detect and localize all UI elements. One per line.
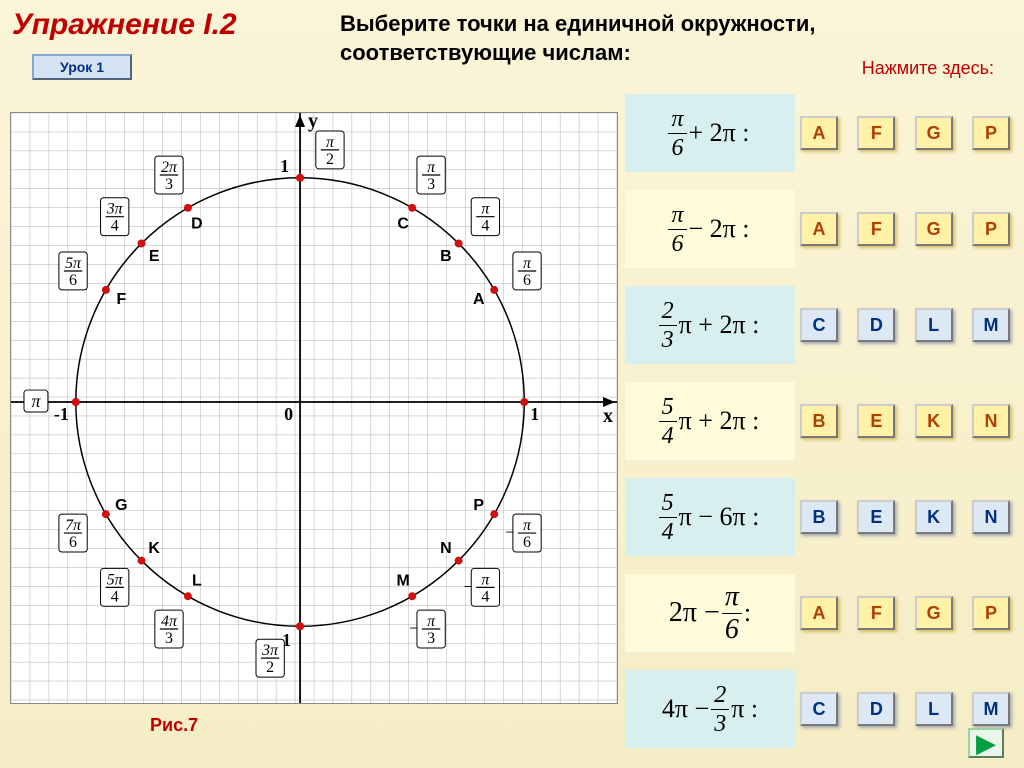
formula-column: π6 + 2π : π6 − 2π : 23π + 2π : 54π + 2π : 54… xyxy=(625,94,795,766)
answer-btn-M[interactable]: M xyxy=(972,692,1010,726)
svg-text:P: P xyxy=(473,497,484,514)
answer-btn-P[interactable]: P xyxy=(972,116,1010,150)
answer-btn-E[interactable]: E xyxy=(857,404,895,438)
svg-text:π: π xyxy=(427,613,436,630)
answer-btn-N[interactable]: N xyxy=(972,500,1010,534)
svg-text:3π: 3π xyxy=(261,642,279,659)
svg-text:A: A xyxy=(473,291,485,308)
button-row-3: BEKN xyxy=(800,382,1010,460)
answer-btn-G[interactable]: G xyxy=(915,596,953,630)
svg-text:3: 3 xyxy=(427,630,435,647)
button-row-4: BEKN xyxy=(800,478,1010,556)
answer-btn-D[interactable]: D xyxy=(857,692,895,726)
svg-text:5π: 5π xyxy=(107,571,124,588)
answer-btn-F[interactable]: F xyxy=(857,212,895,246)
button-row-0: AFGP xyxy=(800,94,1010,172)
svg-text:3: 3 xyxy=(165,176,173,193)
svg-text:6: 6 xyxy=(523,272,531,289)
answer-btn-G[interactable]: G xyxy=(915,116,953,150)
answer-btn-A[interactable]: A xyxy=(800,212,838,246)
svg-text:π: π xyxy=(427,159,436,176)
svg-text:0: 0 xyxy=(284,404,293,424)
svg-text:3π: 3π xyxy=(106,201,124,218)
svg-text:π: π xyxy=(326,134,335,151)
svg-text:F: F xyxy=(117,291,127,308)
svg-text:4: 4 xyxy=(481,218,489,235)
answer-btn-A[interactable]: A xyxy=(800,116,838,150)
svg-text:6: 6 xyxy=(69,272,77,289)
svg-text:4: 4 xyxy=(111,588,119,605)
svg-text:y: y xyxy=(308,112,318,132)
svg-text:L: L xyxy=(192,573,202,590)
svg-text:π: π xyxy=(481,201,490,218)
formula-6: 4π − 23π : xyxy=(625,670,795,748)
answer-btn-P[interactable]: P xyxy=(972,212,1010,246)
svg-text:4: 4 xyxy=(481,588,489,605)
svg-text:2π: 2π xyxy=(161,159,178,176)
svg-text:C: C xyxy=(397,215,409,232)
svg-text:6: 6 xyxy=(523,534,531,551)
svg-text:-1: -1 xyxy=(54,404,69,424)
instruction-text: Выберите точки на единичной окружности, … xyxy=(340,10,940,67)
svg-text:1: 1 xyxy=(530,404,539,424)
answer-btn-B[interactable]: B xyxy=(800,500,838,534)
answer-btn-A[interactable]: A xyxy=(800,596,838,630)
answer-btn-C[interactable]: C xyxy=(800,692,838,726)
answer-btn-P[interactable]: P xyxy=(972,596,1010,630)
formula-1: π6 − 2π : xyxy=(625,190,795,268)
answer-btn-D[interactable]: D xyxy=(857,308,895,342)
svg-text:E: E xyxy=(149,248,160,265)
answer-btn-B[interactable]: B xyxy=(800,404,838,438)
svg-text:D: D xyxy=(191,215,203,232)
formula-4: 54π − 6π : xyxy=(625,478,795,556)
svg-text:x: x xyxy=(603,405,613,427)
unit-circle-diagram: yx01-11-1Aπ6Bπ4Cπ3π2D2π3E3π4F5π6πG7π6K5π… xyxy=(10,112,618,704)
answer-btn-M[interactable]: M xyxy=(972,308,1010,342)
exercise-title: Упражнение I.2 xyxy=(12,8,237,42)
answer-btn-K[interactable]: K xyxy=(915,500,953,534)
svg-text:B: B xyxy=(440,248,452,265)
formula-2: 23π + 2π : xyxy=(625,286,795,364)
answer-btn-L[interactable]: L xyxy=(915,692,953,726)
svg-text:G: G xyxy=(115,497,127,514)
svg-text:N: N xyxy=(440,540,452,557)
next-button[interactable]: ▶ xyxy=(968,728,1004,758)
svg-text:5π: 5π xyxy=(65,255,82,272)
answer-btn-K[interactable]: K xyxy=(915,404,953,438)
svg-text:1: 1 xyxy=(280,156,289,176)
svg-text:3: 3 xyxy=(427,176,435,193)
button-row-2: CDLM xyxy=(800,286,1010,364)
formula-3: 54π + 2π : xyxy=(625,382,795,460)
answer-btn-L[interactable]: L xyxy=(915,308,953,342)
svg-text:π: π xyxy=(481,571,490,588)
svg-text:2: 2 xyxy=(326,151,334,168)
answer-btn-N[interactable]: N xyxy=(972,404,1010,438)
svg-text:7π: 7π xyxy=(65,517,82,534)
answer-btn-F[interactable]: F xyxy=(857,596,895,630)
button-row-1: AFGP xyxy=(800,190,1010,268)
lesson-button[interactable]: Урок 1 xyxy=(32,54,132,80)
svg-text:6: 6 xyxy=(69,534,77,551)
buttons-column: AFGPAFGPCDLMBEKNBEKNAFGPCDLM xyxy=(800,94,1010,766)
answer-btn-G[interactable]: G xyxy=(915,212,953,246)
svg-text:4π: 4π xyxy=(161,613,178,630)
svg-text:π: π xyxy=(523,517,532,534)
svg-text:π: π xyxy=(31,391,41,411)
answer-btn-E[interactable]: E xyxy=(857,500,895,534)
svg-text:π: π xyxy=(523,255,532,272)
press-here-label: Нажмите здесь: xyxy=(862,58,994,79)
svg-text:M: M xyxy=(397,573,410,590)
answer-btn-F[interactable]: F xyxy=(857,116,895,150)
formula-5: 2π − π6 : xyxy=(625,574,795,652)
figure-label: Рис.7 xyxy=(150,715,198,736)
svg-text:3: 3 xyxy=(165,630,173,647)
answer-btn-C[interactable]: C xyxy=(800,308,838,342)
formula-0: π6 + 2π : xyxy=(625,94,795,172)
button-row-5: AFGP xyxy=(800,574,1010,652)
svg-text:2: 2 xyxy=(266,659,274,676)
svg-text:K: K xyxy=(148,540,160,557)
svg-text:4: 4 xyxy=(111,218,119,235)
